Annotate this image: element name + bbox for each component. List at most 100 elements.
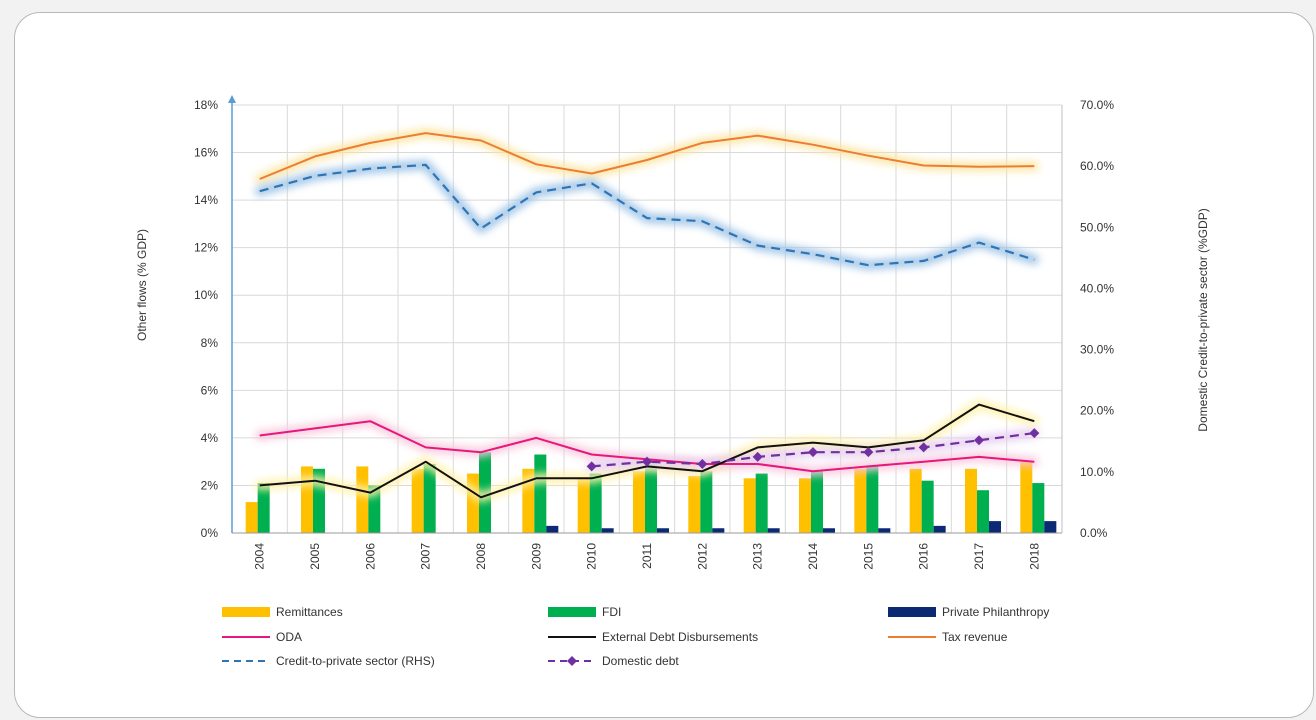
legend: Remittances FDI Private Philanthropy ODA Ext… <box>222 605 1049 668</box>
bar-fdi <box>700 471 713 533</box>
y-tick-right: 10.0% <box>1080 465 1114 479</box>
y-tick-right: 50.0% <box>1080 220 1114 234</box>
marker-domestic-debt <box>974 435 984 446</box>
y-tick-right: 30.0% <box>1080 343 1114 357</box>
legend-label-remittances: Remittances <box>276 605 343 619</box>
y-axis-arrow <box>228 95 236 103</box>
legend-label-domestic-debt: Domestic debt <box>602 654 679 668</box>
bar-private-philanthropy <box>601 528 614 533</box>
bar-fdi <box>423 464 436 533</box>
x-tick: 2008 <box>474 543 488 570</box>
x-tick: 2016 <box>917 543 931 570</box>
bar-fdi <box>977 490 989 533</box>
bar-remittances <box>245 502 258 533</box>
bar-fdi <box>534 454 547 533</box>
line-credit-to-private-sector-rhs <box>259 163 1035 267</box>
bar-fdi <box>645 464 657 533</box>
y-tick-right: 0.0% <box>1080 526 1108 540</box>
bar-private-philanthropy <box>767 528 780 533</box>
bar-remittances <box>909 468 922 533</box>
legend-label-private-philanthropy: Private Philanthropy <box>942 605 1049 619</box>
marker-domestic-debt <box>1029 428 1040 439</box>
bar-remittances <box>965 468 977 533</box>
marker-domestic-debt <box>752 451 763 462</box>
x-tick: 2010 <box>585 543 599 570</box>
bar-private-philanthropy <box>546 525 559 533</box>
legend-label-oda: ODA <box>276 630 302 644</box>
chart-card <box>14 12 1314 718</box>
bar-private-philanthropy <box>823 528 835 533</box>
x-tick: 2005 <box>308 543 322 570</box>
y-tick-right: 20.0% <box>1080 404 1114 418</box>
y-tick-right: 40.0% <box>1080 281 1114 295</box>
bar-private-philanthropy <box>878 528 891 533</box>
line-tax-revenue <box>259 132 1035 180</box>
line-glow-layer <box>254 128 1040 503</box>
y-tick-left: 12% <box>194 241 218 255</box>
bar-remittances <box>356 466 369 533</box>
bar-fdi <box>257 483 270 533</box>
bar-remittances <box>633 471 645 533</box>
x-tick: 2006 <box>363 543 377 570</box>
y-tick-left: 0% <box>201 526 219 540</box>
bar-remittances <box>854 468 867 533</box>
legend-swatch-private-philanthropy <box>888 607 936 617</box>
y-axis-left-title: Other flows (% GDP) <box>135 229 149 341</box>
legend-label-fdi: FDI <box>602 605 621 619</box>
y-tick-left: 16% <box>194 146 218 160</box>
x-tick: 2014 <box>806 543 820 570</box>
y-tick-right: 60.0% <box>1080 159 1114 173</box>
bar-fdi <box>589 473 602 533</box>
legend-swatch-remittances <box>222 607 270 617</box>
marker-domestic-debt <box>586 461 597 472</box>
bar-remittances <box>743 478 756 533</box>
x-tick: 2017 <box>972 543 986 570</box>
bar-layer <box>245 452 1057 533</box>
bar-remittances <box>577 478 590 533</box>
marker-domestic-debt <box>918 442 929 453</box>
x-tick: 2009 <box>529 543 543 570</box>
bar-fdi <box>1032 483 1045 533</box>
y-tick-left: 6% <box>201 383 219 397</box>
marker-domestic-debt <box>808 447 818 458</box>
x-tick: 2007 <box>419 543 433 570</box>
legend-label-credit-to-private-sector-rhs: Credit-to-private sector (RHS) <box>276 654 435 668</box>
bar-remittances <box>799 478 811 533</box>
x-tick: 2012 <box>695 543 709 570</box>
bar-private-philanthropy <box>657 528 669 533</box>
bar-fdi <box>866 466 879 533</box>
bar-remittances <box>411 468 424 533</box>
bar-remittances <box>467 473 479 533</box>
bar-remittances <box>688 475 701 533</box>
y-tick-left: 10% <box>194 288 218 302</box>
marker-domestic-debt <box>697 459 708 470</box>
y-tick-left: 4% <box>201 431 219 445</box>
y-axis-right-title: Domestic Credit-to-private sector (%GDP) <box>1196 208 1210 431</box>
legend-label-external-debt-disbursements: External Debt Disbursements <box>602 630 758 644</box>
x-tick: 2011 <box>640 543 654 569</box>
marker-domestic-debt <box>863 447 874 458</box>
bar-private-philanthropy <box>989 521 1001 533</box>
y-tick-left: 8% <box>201 336 219 350</box>
glow-credit-to-private-sector-rhs <box>254 159 1040 271</box>
bar-fdi <box>755 473 768 533</box>
y-tick-left: 14% <box>194 193 218 207</box>
legend-swatch-fdi <box>548 607 596 617</box>
y-tick-left: 18% <box>194 98 218 112</box>
bar-fdi <box>921 480 934 533</box>
bar-private-philanthropy <box>933 525 946 533</box>
marker-domestic-debt <box>642 456 652 467</box>
line-layer <box>259 132 1040 499</box>
bar-private-philanthropy <box>712 528 725 533</box>
x-tick: 2013 <box>751 543 765 570</box>
legend-label-tax-revenue: Tax revenue <box>942 630 1008 644</box>
bar-remittances <box>1020 461 1033 533</box>
y-tick-left: 2% <box>201 478 219 492</box>
x-tick: 2015 <box>861 543 875 570</box>
bar-private-philanthropy <box>1044 521 1057 533</box>
axes: 0% 2% 4% 6% 8% 10% 12% 14% 16% 18% 0.0% 10.0% 20.0% 3… <box>194 95 1114 570</box>
bar-fdi <box>811 471 823 533</box>
x-tick: 2018 <box>1027 543 1041 570</box>
legend-marker-domestic-debt <box>567 656 577 666</box>
